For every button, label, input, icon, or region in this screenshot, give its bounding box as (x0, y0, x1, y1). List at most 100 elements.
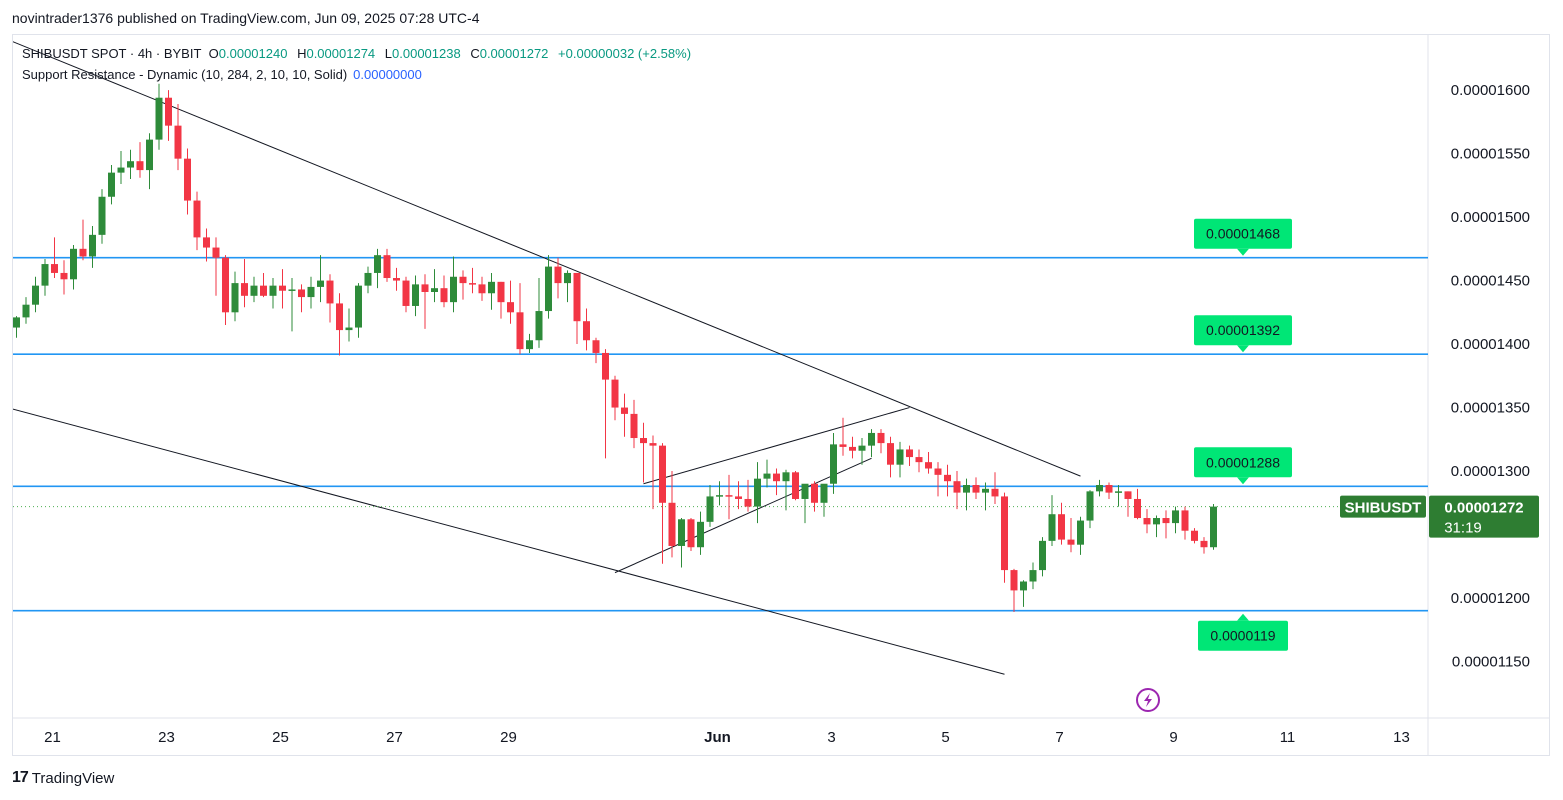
y-tick-label: 0.00001300 (1451, 463, 1530, 480)
candle-body (326, 280, 334, 304)
y-tick-label: 0.00001500 (1451, 209, 1530, 226)
candle-body (535, 311, 543, 341)
candle-body (592, 340, 600, 353)
candle-body (345, 327, 353, 331)
candle-body (222, 257, 229, 313)
x-tick-label: 3 (827, 729, 835, 746)
candle-body (1029, 570, 1037, 582)
candle-body (763, 473, 771, 479)
trend-line (13, 408, 1005, 675)
candle-body (1172, 510, 1179, 524)
candle-body (355, 285, 362, 328)
candle-body (146, 139, 153, 171)
candle-body (801, 483, 809, 499)
candle-body (915, 457, 923, 463)
candle-body (697, 521, 704, 548)
level-label-pointer (1237, 248, 1249, 256)
chart-grid (13, 35, 1549, 755)
candle-body (336, 303, 343, 331)
level-label-text: 0.00001468 (1206, 226, 1280, 242)
legend-change: +0.00000032 (+2.58%) (558, 46, 692, 61)
candle-body (858, 445, 866, 451)
candle-body (1191, 530, 1198, 541)
support-resistance-levels (13, 256, 1428, 612)
candle-body (165, 97, 172, 126)
candle-body (203, 237, 210, 248)
y-tick-label: 0.00001600 (1451, 82, 1530, 99)
y-tick-label: 0.00001450 (1451, 273, 1530, 290)
candle-body (782, 472, 790, 482)
candle-body (459, 276, 467, 284)
candle-body (79, 248, 87, 257)
candle-body (60, 272, 68, 280)
candle-body (1096, 485, 1103, 492)
legend-high-key: H (297, 46, 307, 61)
candles (13, 83, 1217, 612)
candle-body (51, 264, 58, 273)
x-tick-label: 25 (272, 729, 289, 746)
candle-body (374, 255, 381, 273)
candle-body (792, 472, 799, 499)
level-label: 0.00001288 (1194, 447, 1292, 485)
candle-body (450, 276, 457, 303)
candle-body (991, 488, 999, 497)
last-price-value: 0.00001272 (1444, 500, 1523, 517)
candle-body (611, 379, 619, 408)
candle-body (1048, 514, 1056, 541)
trend-line (614, 457, 872, 574)
candle-body (849, 446, 856, 451)
candle-body (412, 284, 419, 306)
x-tick-label: 7 (1055, 729, 1063, 746)
x-tick-label: 21 (44, 729, 61, 746)
y-tick-label: 0.00001150 (1452, 654, 1530, 671)
symbol-badge: SHIBUSDT (1345, 500, 1422, 517)
candle-body (184, 158, 191, 201)
candle-body (830, 444, 837, 484)
candle-body (744, 498, 752, 507)
candle-body (640, 438, 647, 444)
candle-body (820, 483, 828, 503)
candle-body (773, 473, 780, 482)
candle-body (212, 247, 220, 258)
legend-low: 0.00001238 (392, 46, 461, 61)
legend-open: 0.00001240 (218, 46, 288, 61)
bar-countdown: 31:19 (1444, 520, 1482, 537)
candle-body (383, 255, 391, 279)
candle-body (469, 283, 476, 285)
chart-frame[interactable] (12, 34, 1550, 756)
candle-body (431, 288, 438, 292)
candle-body (402, 280, 410, 306)
legend-symbol[interactable]: SHIBUSDT SPOT · 4h · BYBIT (22, 46, 202, 61)
candle-body (241, 283, 248, 296)
lightning-icon[interactable] (1136, 688, 1160, 712)
candle-body (554, 266, 562, 284)
level-label: 0.00001392 (1194, 315, 1292, 353)
indicator-name[interactable]: Support Resistance - Dynamic (10, 284, 2… (22, 67, 348, 82)
candle-body (1105, 485, 1113, 493)
tradingview-logo[interactable]: 17 TradingView (12, 769, 114, 787)
candle-body (127, 161, 134, 168)
candle-body (98, 196, 106, 235)
tradingview-mark-icon: 17 (12, 769, 29, 786)
candle-body (1210, 506, 1217, 548)
legend-close-key: C (470, 46, 480, 61)
candle-body (1181, 510, 1189, 531)
candle-body (117, 167, 125, 173)
candle-body (488, 281, 495, 294)
candle-body (507, 302, 514, 313)
candle-body (1010, 570, 1018, 591)
candle-body (250, 285, 258, 296)
candle-body (564, 272, 571, 284)
level-label-pointer (1237, 345, 1249, 353)
candle-body (953, 481, 961, 493)
candle-body (1124, 491, 1132, 499)
x-tick-label: 9 (1169, 729, 1177, 746)
level-label-bg (1198, 620, 1288, 651)
level-label-pointer (1237, 613, 1249, 621)
x-tick-label: 13 (1393, 729, 1410, 746)
candle-body (516, 312, 524, 350)
y-tick-label: 0.00001200 (1451, 590, 1530, 607)
candle-body (630, 413, 638, 439)
x-tick-label: 5 (941, 729, 949, 746)
